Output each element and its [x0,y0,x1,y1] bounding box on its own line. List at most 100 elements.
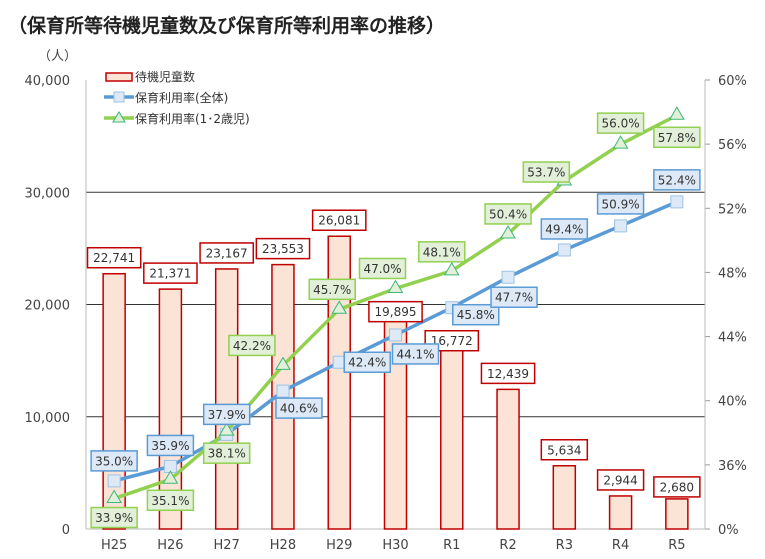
data-label-1-2yr-box [358,257,407,280]
data-label-overall: 35.9% [151,439,189,453]
square-marker [107,474,121,488]
legend-triangle-marker-icon [112,111,126,123]
legend: 待機児童数 保育利用率(全体) 保育利用率(1･2歳児) [104,69,250,126]
left-tick-label: 40,000 [25,74,71,89]
data-label-overall-box [275,397,323,419]
x-tick-label: R3 [556,538,573,553]
x-tick-label: H29 [326,538,352,553]
data-label-waiting: 19,895 [375,305,417,319]
triangle-marker [106,489,123,504]
data-label-1-2yr: 42.2% [233,339,271,353]
bar-waiting-children [608,495,633,530]
data-label-1-2yr-box [653,126,701,149]
x-tick-label: H26 [157,538,183,553]
data-label-1-2yr-box [484,203,532,225]
bar-waiting-children [552,465,577,530]
data-label-waiting: 21,371 [149,267,191,281]
right-tick-label: 36% [718,459,747,474]
triangle-marker [275,356,291,370]
data-label-overall-box [653,169,701,191]
right-tick-label: 0% [718,523,739,538]
data-label-overall-box [490,286,538,308]
square-marker [276,384,290,398]
triangle-marker [612,135,629,149]
data-label-overall: 42.4% [348,356,386,370]
data-label-1-2yr-box [202,442,251,464]
data-label-waiting-box [480,362,536,385]
triangle-marker [668,106,685,120]
bar-waiting-children [327,235,351,530]
data-label-waiting-box [540,439,589,461]
data-label-1-2yr-box [90,506,138,529]
x-tick-label: R5 [668,538,685,553]
square-marker [614,219,628,233]
square-marker [332,355,346,369]
data-label-overall-box [540,218,589,240]
triangle-marker [218,422,235,436]
bar-waiting-children [214,268,239,530]
right-tick-label: 48% [718,266,747,281]
right-tick-label: 56% [718,138,747,153]
triangle-marker [443,261,460,276]
legend-label-1-2yr: 保育利用率(1･2歳児) [135,111,250,126]
data-label-1-2yr: 57.8% [658,131,696,145]
left-tick-label: 20,000 [25,299,71,314]
data-label-1-2yr: 50.4% [489,207,527,221]
triangle-marker [162,470,179,484]
triangle-marker [387,279,404,293]
chart-title: （保育所等待機児童数及び保育所等利用率の推移） [8,14,445,37]
data-label-waiting: 2,944 [603,473,637,487]
data-label-1-2yr: 47.0% [363,262,401,276]
data-label-waiting-box [143,262,198,284]
bar-waiting-children [665,498,689,530]
data-label-waiting: 23,167 [206,246,248,260]
data-label-1-2yr-box [146,489,195,512]
data-label-overall-box [343,351,391,373]
data-label-overall: 35.0% [95,454,133,468]
data-label-waiting: 12,439 [487,367,529,381]
data-label-overall-box [146,434,195,457]
data-label-overall: 45.8% [457,308,495,322]
data-label-1-2yr-box [308,278,356,301]
data-label-waiting-box [199,242,255,264]
square-marker [389,328,402,342]
legend-bar-swatch [105,72,133,82]
x-tick-label: H27 [214,538,240,553]
square-marker [501,270,515,284]
data-label-waiting: 26,081 [318,214,360,228]
data-label-1-2yr: 53.7% [527,166,565,180]
data-label-1-2yr-box [596,112,645,134]
data-label-waiting: 23,553 [262,242,304,256]
x-tick-label: H25 [101,538,127,553]
x-tick-label: R1 [443,538,460,553]
left-axis-unit: （人） [38,49,77,64]
x-tick-label: H30 [382,538,408,553]
data-label-1-2yr-box [522,161,571,183]
left-tick-label: 0 [62,523,70,538]
data-label-waiting: 22,741 [93,251,135,265]
right-tick-label: 52% [718,202,747,217]
triangle-marker [500,224,516,239]
data-label-overall: 37.9% [208,408,246,422]
legend-square-marker-icon [113,91,125,103]
data-label-1-2yr: 45.7% [313,283,351,297]
right-tick-label: 44% [718,331,747,346]
data-label-waiting-box [368,300,423,323]
right-tick-label: 40% [718,395,747,410]
data-label-waiting-box [311,209,367,231]
data-label-overall-box [596,193,645,215]
data-label-overall-box [452,303,500,326]
x-tick-label: R4 [612,538,629,553]
triangle-marker [331,300,348,314]
legend-label-overall: 保育利用率(全体) [135,90,228,105]
data-label-1-2yr: 48.1% [423,245,461,259]
data-label-1-2yr: 56.0% [602,117,640,131]
data-label-overall: 49.4% [545,222,583,236]
square-marker [670,195,684,209]
data-label-overall: 47.7% [495,291,533,305]
data-label-waiting-box [596,469,645,491]
bar-waiting-children [496,388,520,530]
data-label-waiting-box [653,476,701,498]
square-marker [557,243,571,257]
